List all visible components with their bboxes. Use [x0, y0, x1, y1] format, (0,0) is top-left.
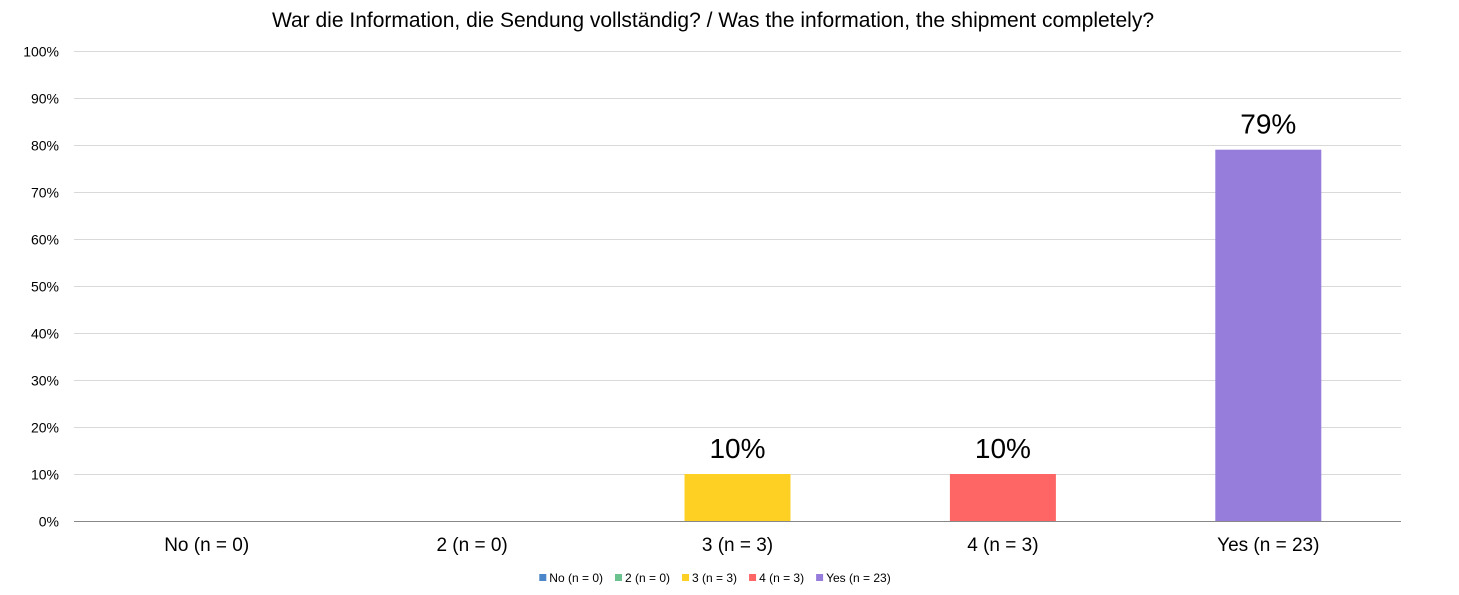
y-tick-label: 80% [31, 138, 59, 154]
legend-label: 3 (n = 3) [692, 571, 737, 585]
gridlines [74, 51, 1401, 475]
legend-swatch [615, 574, 622, 581]
legend-label: 4 (n = 3) [759, 571, 804, 585]
y-tick-label: 20% [31, 420, 59, 436]
bar [684, 474, 791, 521]
y-tick-label: 10% [31, 467, 59, 483]
y-tick-label: 0% [39, 514, 59, 530]
x-category-label: 4 (n = 3) [967, 535, 1038, 556]
legend-label: 2 (n = 0) [625, 571, 670, 585]
data-label: 10% [975, 433, 1031, 464]
legend-label: Yes (n = 23) [826, 571, 891, 585]
y-axis-ticks: 0% 10% 20% 30% 40% 50% 60% 70% 80% 90% 100% [23, 44, 59, 530]
y-tick-label: 100% [23, 44, 59, 60]
y-tick-label: 50% [31, 279, 59, 295]
x-category-label: 3 (n = 3) [702, 535, 773, 556]
x-category-label: Yes (n = 23) [1217, 535, 1319, 556]
bar [949, 474, 1056, 521]
data-label: 79% [1240, 109, 1296, 140]
x-axis-labels: No (n = 0) 2 (n = 0) 3 (n = 3) 4 (n = 3) Yes… [164, 535, 1319, 556]
y-tick-label: 40% [31, 326, 59, 342]
y-tick-label: 60% [31, 232, 59, 248]
legend-swatch [682, 574, 690, 581]
chart-title: War die Information, die Sendung vollstä… [272, 9, 1154, 32]
data-label: 10% [709, 433, 765, 464]
bars [684, 149, 1322, 521]
y-tick-label: 90% [31, 91, 59, 107]
legend: No (n = 0) 2 (n = 0) 3 (n = 3) 4 (n = 3) Yes… [539, 571, 891, 585]
legend-swatch [749, 574, 757, 581]
y-tick-label: 70% [31, 185, 59, 201]
legend-swatch [539, 574, 547, 581]
legend-swatch [816, 574, 824, 581]
legend-label: No (n = 0) [549, 571, 603, 585]
bar [1215, 149, 1322, 521]
x-category-label: No (n = 0) [164, 535, 249, 556]
x-category-label: 2 (n = 0) [436, 535, 507, 556]
y-tick-label: 30% [31, 373, 59, 389]
data-labels: 10% 10% 79% [709, 109, 1296, 464]
